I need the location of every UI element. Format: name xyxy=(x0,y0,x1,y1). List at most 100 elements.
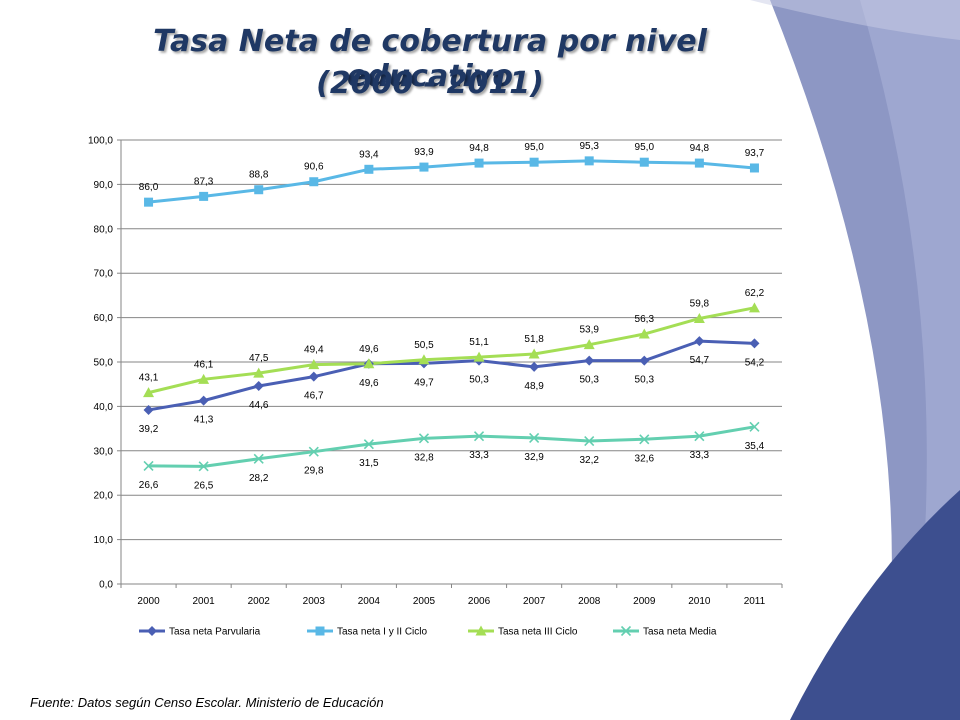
data-label: 39,2 xyxy=(139,424,159,435)
data-label: 62,2 xyxy=(745,288,765,299)
data-label: 49,6 xyxy=(359,344,379,355)
data-label: 32,9 xyxy=(524,452,544,463)
x-tick-label: 2008 xyxy=(578,596,601,607)
data-label: 31,5 xyxy=(359,458,379,469)
legend-label: Tasa neta III Ciclo xyxy=(498,627,578,638)
x-tick-label: 2005 xyxy=(413,596,436,607)
data-point-marker xyxy=(638,328,650,339)
legend-label: Tasa neta Parvularia xyxy=(169,627,261,638)
data-label: 32,2 xyxy=(579,455,599,466)
data-label: 49,6 xyxy=(359,378,379,389)
data-label: 48,9 xyxy=(524,381,544,392)
legend-marker xyxy=(315,626,325,636)
data-label: 32,8 xyxy=(414,452,434,463)
top-fade-shape xyxy=(750,0,960,40)
data-point-marker xyxy=(694,431,705,442)
data-label: 26,5 xyxy=(194,480,214,491)
data-label: 35,4 xyxy=(745,441,765,452)
data-label: 59,8 xyxy=(690,298,710,309)
x-tick-label: 2004 xyxy=(358,596,381,607)
data-label: 33,3 xyxy=(690,450,710,461)
data-label: 26,6 xyxy=(139,480,159,491)
data-label: 94,8 xyxy=(690,143,710,154)
legend-label: Tasa neta Media xyxy=(643,627,717,638)
data-point-marker xyxy=(363,358,375,369)
x-tick-label: 2009 xyxy=(633,596,656,607)
data-point-marker xyxy=(639,434,650,445)
y-tick-label: 50,0 xyxy=(94,358,114,369)
y-tick-label: 30,0 xyxy=(94,446,114,457)
data-point-marker xyxy=(749,163,759,173)
y-tick-label: 40,0 xyxy=(94,402,114,413)
data-label: 33,3 xyxy=(469,450,489,461)
data-label: 93,7 xyxy=(745,148,765,159)
data-point-marker xyxy=(198,373,210,384)
data-label: 51,1 xyxy=(469,337,489,348)
data-point-marker xyxy=(473,351,485,362)
x-tick-label: 2011 xyxy=(744,596,766,607)
data-point-marker xyxy=(419,162,429,172)
data-point-marker xyxy=(143,387,155,398)
data-point-marker xyxy=(639,157,649,167)
x-tick-label: 2007 xyxy=(523,596,546,607)
data-label: 95,3 xyxy=(579,141,599,152)
data-label: 50,5 xyxy=(414,340,434,351)
data-point-marker xyxy=(473,431,485,442)
data-label: 51,8 xyxy=(524,334,544,345)
data-label: 47,5 xyxy=(249,353,269,364)
series-line xyxy=(148,306,755,395)
y-tick-label: 100,0 xyxy=(88,136,113,147)
data-point-marker xyxy=(584,355,595,366)
y-tick-label: 90,0 xyxy=(94,180,114,191)
data-label: 88,8 xyxy=(249,170,269,181)
data-point-marker xyxy=(199,191,209,201)
data-point-marker xyxy=(364,164,374,174)
data-point-marker xyxy=(308,371,319,382)
data-point-marker xyxy=(694,158,704,168)
data-label: 41,3 xyxy=(194,415,214,426)
data-label: 32,6 xyxy=(635,453,655,464)
data-point-marker xyxy=(474,158,484,168)
data-point-marker xyxy=(198,461,209,472)
data-point-marker xyxy=(253,380,264,391)
x-tick-label: 2001 xyxy=(193,596,216,607)
data-label: 50,3 xyxy=(469,375,489,386)
y-tick-label: 70,0 xyxy=(94,269,114,280)
legend-marker xyxy=(147,626,157,636)
series-line xyxy=(148,159,755,204)
data-point-marker xyxy=(584,435,595,447)
data-point-marker xyxy=(253,453,264,464)
line-chart: 0,0 10,0 20,0 30,0 40,0 50,0 60,0 70,0 80,0 90,0 1… xyxy=(88,136,783,638)
data-point-marker xyxy=(418,433,430,444)
data-label: 50,3 xyxy=(635,375,655,386)
data-point-marker xyxy=(529,361,540,372)
data-point-marker xyxy=(694,336,705,347)
data-point-marker xyxy=(418,354,430,365)
source-note: Fuente: Datos según Censo Escolar. Minis… xyxy=(30,695,384,710)
data-point-marker xyxy=(363,439,374,450)
data-label: 87,3 xyxy=(194,176,214,187)
data-point-marker xyxy=(143,460,154,471)
data-point-marker xyxy=(529,432,540,443)
data-label: 53,9 xyxy=(579,325,599,336)
data-label: 94,8 xyxy=(469,143,489,154)
data-label: 95,0 xyxy=(635,142,655,153)
data-point-marker xyxy=(639,355,650,366)
y-tick-label: 60,0 xyxy=(94,313,114,324)
data-point-marker xyxy=(529,157,539,167)
data-label: 46,7 xyxy=(304,391,324,402)
chart-title-line2: (2000 - 2011) xyxy=(316,66,544,101)
data-label: 28,2 xyxy=(249,473,269,484)
legend-label: Tasa neta I y II Ciclo xyxy=(337,627,427,638)
data-label: 95,0 xyxy=(524,142,544,153)
data-label: 44,6 xyxy=(249,400,269,411)
data-label: 49,7 xyxy=(414,377,434,388)
data-point-marker xyxy=(693,312,705,323)
chart-title-line1: Tasa Neta de cobertura por nivel educati… xyxy=(153,24,707,94)
data-label: 29,8 xyxy=(304,466,324,477)
data-point-marker xyxy=(583,339,595,350)
x-tick-label: 2000 xyxy=(137,596,160,607)
data-point-marker xyxy=(528,348,540,359)
data-label: 93,9 xyxy=(414,147,434,158)
data-point-marker xyxy=(584,156,594,166)
